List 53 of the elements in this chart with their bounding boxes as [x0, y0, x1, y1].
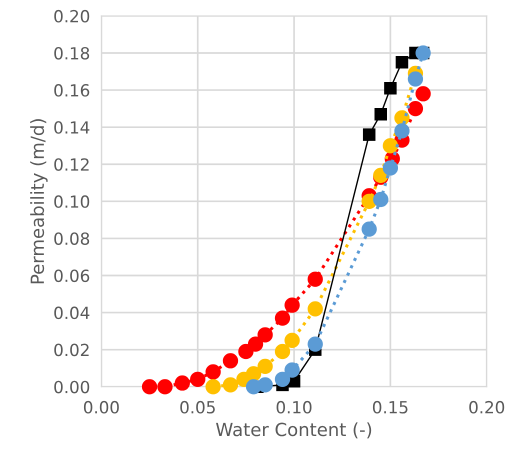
- point: [396, 56, 408, 69]
- y-tick-label: 0.04: [54, 306, 90, 320]
- point: [308, 301, 323, 317]
- x-tick-label: 0.05: [180, 400, 215, 414]
- point: [258, 327, 273, 342]
- y-tick-label: 0.20: [54, 10, 90, 22]
- point: [274, 372, 290, 387]
- y-axis-title: Permeability (m/d): [30, 119, 48, 284]
- y-tick-label: 0.14: [54, 121, 90, 134]
- point: [142, 379, 158, 394]
- y-tick-label: 0.00: [54, 380, 90, 394]
- x-axis-title: Water Content (-): [216, 422, 372, 438]
- point: [374, 108, 388, 120]
- point: [284, 362, 300, 378]
- point: [408, 100, 424, 116]
- x-tick-label: 0.15: [372, 400, 408, 414]
- y-tick-label: 0.18: [54, 46, 90, 60]
- point: [274, 344, 290, 360]
- y-tick-label: 0.10: [54, 195, 90, 208]
- point: [408, 71, 424, 87]
- x-tick-label: 0.20: [469, 400, 504, 414]
- x-tick-label: 0.00: [84, 400, 119, 414]
- point: [394, 123, 410, 139]
- point: [308, 336, 323, 352]
- point: [416, 86, 431, 102]
- point: [284, 298, 300, 313]
- point: [222, 377, 238, 393]
- point: [274, 310, 290, 326]
- point: [373, 192, 388, 208]
- point: [382, 160, 398, 176]
- x-tick-label: 0.10: [276, 400, 312, 414]
- point: [308, 272, 323, 287]
- point: [384, 82, 397, 94]
- point: [206, 364, 221, 380]
- point: [174, 375, 190, 391]
- point: [190, 372, 206, 387]
- point: [157, 379, 173, 394]
- point: [258, 377, 273, 393]
- y-tick-label: 0.02: [54, 344, 89, 356]
- point: [362, 128, 376, 141]
- point: [238, 344, 254, 360]
- point: [382, 138, 398, 154]
- point: [248, 336, 264, 352]
- y-tick-label: 0.16: [54, 84, 90, 97]
- y-tick-label: 0.12: [54, 158, 89, 171]
- y-tick-label: 0.08: [54, 232, 90, 245]
- point: [258, 358, 273, 374]
- point: [246, 366, 262, 382]
- point: [206, 379, 221, 394]
- point: [284, 332, 300, 348]
- point: [222, 353, 238, 368]
- y-tick-label: 0.06: [54, 269, 90, 282]
- point: [362, 222, 377, 237]
